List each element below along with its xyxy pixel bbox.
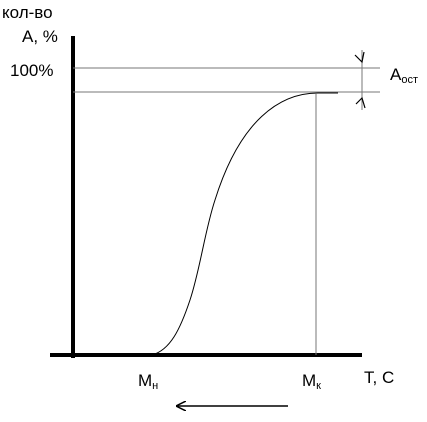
tick-label-100: 100%: [10, 61, 53, 80]
label-a-ost: Аост: [390, 65, 418, 86]
y-axis-label-line1: кол-во: [2, 3, 53, 22]
label-mn: Мн: [138, 371, 158, 392]
kinetics-curve: [151, 92, 338, 356]
residual-dimension: [354, 50, 366, 110]
label-mk: Мк: [302, 371, 321, 392]
x-axis-label: Т, С: [364, 368, 394, 387]
y-axis-label-line2: А, %: [22, 27, 58, 46]
